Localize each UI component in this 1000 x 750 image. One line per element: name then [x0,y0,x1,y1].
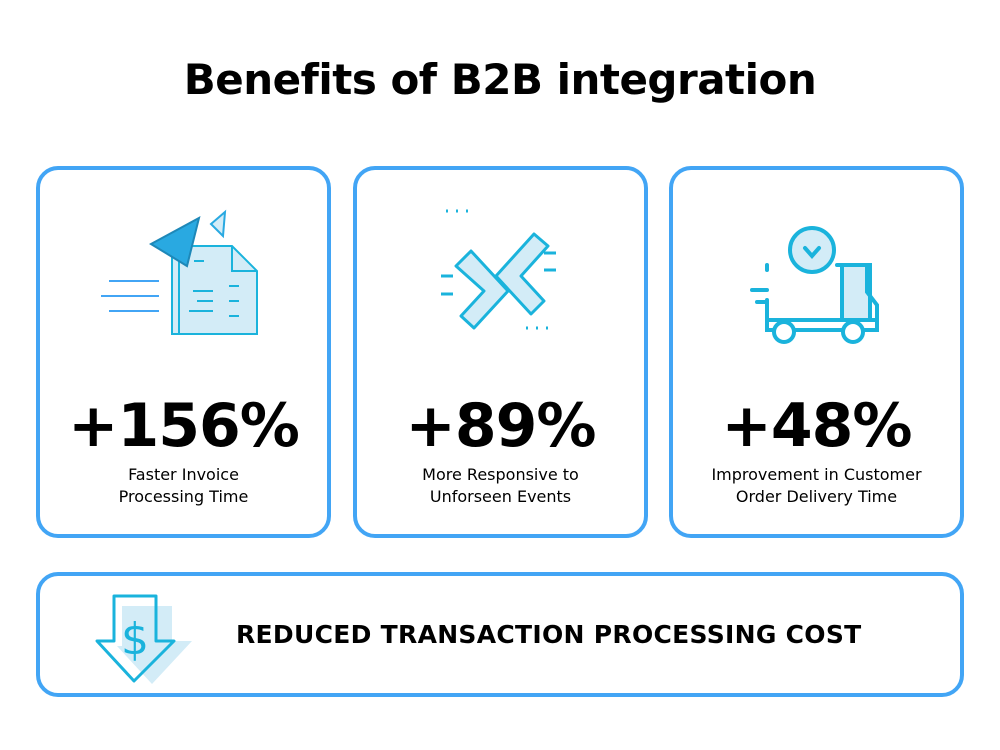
stat-label-line1: Improvement in Customer [711,465,922,484]
stat-value: +156% [68,391,300,461]
stat-label: More Responsive to Unforseen Events [357,464,644,508]
stat-value: +48% [721,391,913,461]
benefit-card-responsiveness: +89% More Responsive to Unforseen Events [353,166,648,538]
integration-arrows-icon [440,209,556,330]
page-title: Benefits of B2B integration [183,55,817,104]
stat-label: Improvement in Customer Order Delivery Ti… [673,464,960,508]
stat-label-line2: Order Delivery Time [735,487,898,506]
stat-label-line1: More Responsive to [422,465,579,484]
dollar-down-arrow-icon: $ [95,594,192,684]
benefit-banner-cost: $ REDUCED TRANSACTION PROCESSING COST [36,572,964,697]
benefit-card-delivery: +48% Improvement in Customer Order Delive… [669,166,964,538]
benefit-card-invoice: +156% Faster Invoice Processing Time [36,166,331,538]
stat-value: +89% [405,391,597,461]
banner-text: REDUCED TRANSACTION PROCESSING COST [236,620,862,649]
svg-text:$: $ [121,614,149,665]
delivery-truck-clock-icon [749,226,879,344]
stat-label-line2: Unforseen Events [429,487,572,506]
paper-plane-document-icon [100,209,258,335]
stat-label: Faster Invoice Processing Time [40,464,327,508]
stat-label-line2: Processing Time [118,487,249,506]
stat-label-line1: Faster Invoice [128,465,239,484]
